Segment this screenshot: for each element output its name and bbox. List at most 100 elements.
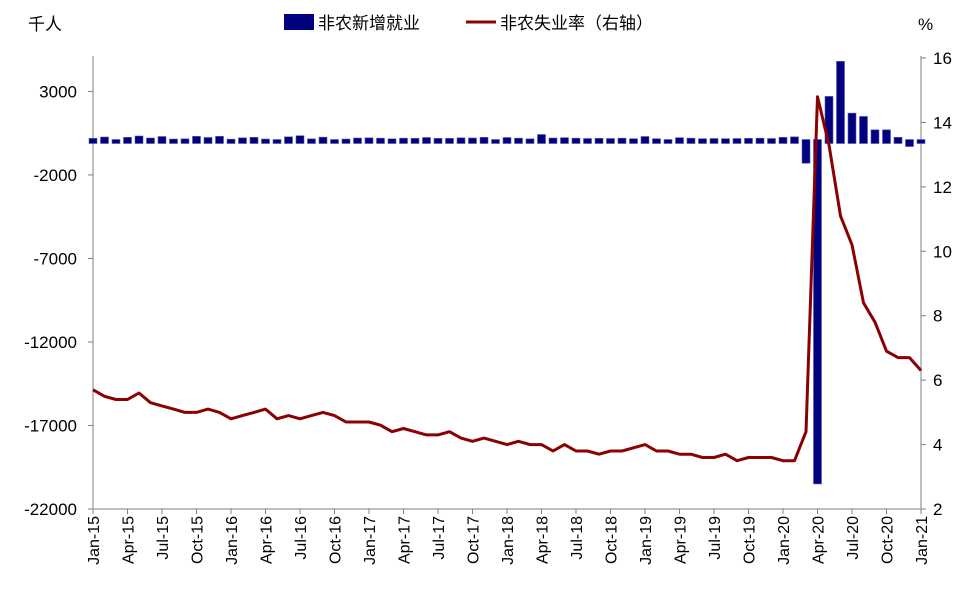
left-tick-label: -22000	[24, 500, 77, 519]
x-tick-label: Jul-19	[707, 516, 724, 560]
payroll-bar	[88, 138, 98, 144]
payroll-bar	[537, 134, 546, 144]
payroll-bar	[479, 137, 489, 144]
payroll-bar	[525, 138, 535, 144]
payroll-bar	[249, 137, 259, 144]
payroll-bar	[134, 135, 144, 144]
right-tick-label: 10	[933, 242, 952, 261]
left-axis-unit: 千人	[28, 15, 62, 34]
x-tick-label: Oct-20	[880, 516, 897, 564]
payroll-bar	[893, 137, 903, 144]
x-tick-label: Jan-20	[776, 516, 793, 565]
payroll-bar	[364, 137, 374, 144]
payroll-bar	[640, 136, 650, 144]
payroll-bar	[870, 129, 880, 144]
x-tick-label: Jan-17	[362, 516, 379, 565]
unemployment-rate-line	[92, 95, 923, 463]
payroll-bar	[836, 61, 845, 144]
payroll-bar	[629, 138, 638, 144]
payroll-bar	[169, 138, 178, 144]
payroll-bar	[123, 137, 132, 144]
payroll-bar	[698, 138, 707, 144]
x-tick-label: Oct-19	[742, 516, 759, 564]
payroll-bar	[709, 138, 719, 144]
payroll-bar	[755, 137, 765, 144]
payroll-bar	[318, 136, 328, 144]
payroll-bar	[261, 138, 270, 144]
payroll-bar	[594, 138, 604, 144]
x-tick-label: Jan-19	[638, 516, 655, 565]
payroll-bar	[778, 137, 788, 144]
payroll-bar	[663, 139, 673, 144]
right-tick-label: 14	[933, 113, 952, 132]
payroll-bar	[514, 137, 523, 144]
payroll-bar	[801, 139, 811, 164]
payroll-bar	[882, 129, 891, 144]
payroll-bar	[859, 116, 868, 144]
payroll-bar	[376, 137, 385, 144]
right-tick-label: 8	[933, 307, 942, 326]
payroll-bar	[502, 137, 512, 144]
payroll-bar	[284, 136, 293, 144]
payroll-bar	[100, 136, 109, 144]
payroll-bar	[238, 137, 247, 144]
payroll-bar	[272, 139, 282, 144]
right-tick-label: 16	[933, 49, 952, 68]
payroll-bar	[353, 137, 362, 144]
right-tick-label: 2	[933, 500, 942, 519]
payroll-bar	[652, 138, 661, 144]
payroll-bar	[226, 138, 236, 144]
payroll-bar	[215, 136, 224, 144]
payroll-bar	[767, 138, 776, 144]
payroll-bar	[399, 137, 408, 144]
x-tick-label: Apr-17	[397, 516, 414, 564]
payroll-bar	[675, 137, 684, 144]
payroll-bar	[583, 138, 592, 144]
payroll-bar	[422, 137, 431, 144]
payroll-bar	[180, 138, 190, 144]
payroll-bar	[295, 135, 305, 144]
payroll-bar	[732, 138, 742, 144]
legend-bar-swatch	[284, 14, 314, 30]
payroll-bar	[456, 137, 466, 144]
payroll-bar	[847, 112, 857, 144]
payroll-bar	[330, 139, 339, 144]
x-tick-label: Apr-18	[535, 516, 552, 564]
x-tick-label: Jul-17	[431, 516, 448, 560]
payroll-bar	[341, 138, 351, 144]
payroll-bar	[686, 137, 696, 144]
legend-bar-label: 非农新增就业	[318, 14, 420, 33]
left-tick-label: -7000	[34, 249, 77, 268]
payroll-bar	[560, 137, 569, 144]
x-tick-label: Apr-19	[673, 516, 690, 564]
payroll-bar	[468, 137, 477, 144]
payroll-bar	[410, 138, 420, 144]
payroll-bar	[548, 137, 558, 144]
left-tick-label: 3000	[39, 82, 77, 101]
payroll-bar	[744, 138, 753, 144]
x-tick-label: Jan-16	[224, 516, 241, 565]
payroll-bar	[203, 137, 213, 144]
x-tick-label: Jan-18	[500, 516, 517, 565]
left-tick-label: -12000	[24, 333, 77, 352]
left-tick-label: -17000	[24, 416, 77, 435]
payroll-bar	[617, 137, 627, 144]
payroll-bar	[146, 137, 155, 144]
right-tick-label: 6	[933, 371, 942, 390]
x-tick-label: Jul-20	[845, 516, 862, 560]
right-tick-label: 4	[933, 436, 942, 455]
x-tick-label: Jul-16	[293, 516, 310, 560]
x-tick-label: Oct-15	[190, 516, 207, 564]
x-tick-label: Jul-18	[569, 516, 586, 560]
payroll-bar	[157, 136, 167, 144]
payroll-bar	[790, 136, 799, 144]
x-tick-label: Apr-15	[121, 516, 138, 564]
payroll-bar	[571, 137, 581, 144]
x-tick-label: Apr-16	[259, 516, 276, 564]
left-tick-label: -2000	[34, 166, 77, 185]
payroll-bar	[433, 138, 443, 144]
right-axis-unit: %	[918, 15, 933, 34]
x-tick-label: Jul-15	[155, 516, 172, 560]
